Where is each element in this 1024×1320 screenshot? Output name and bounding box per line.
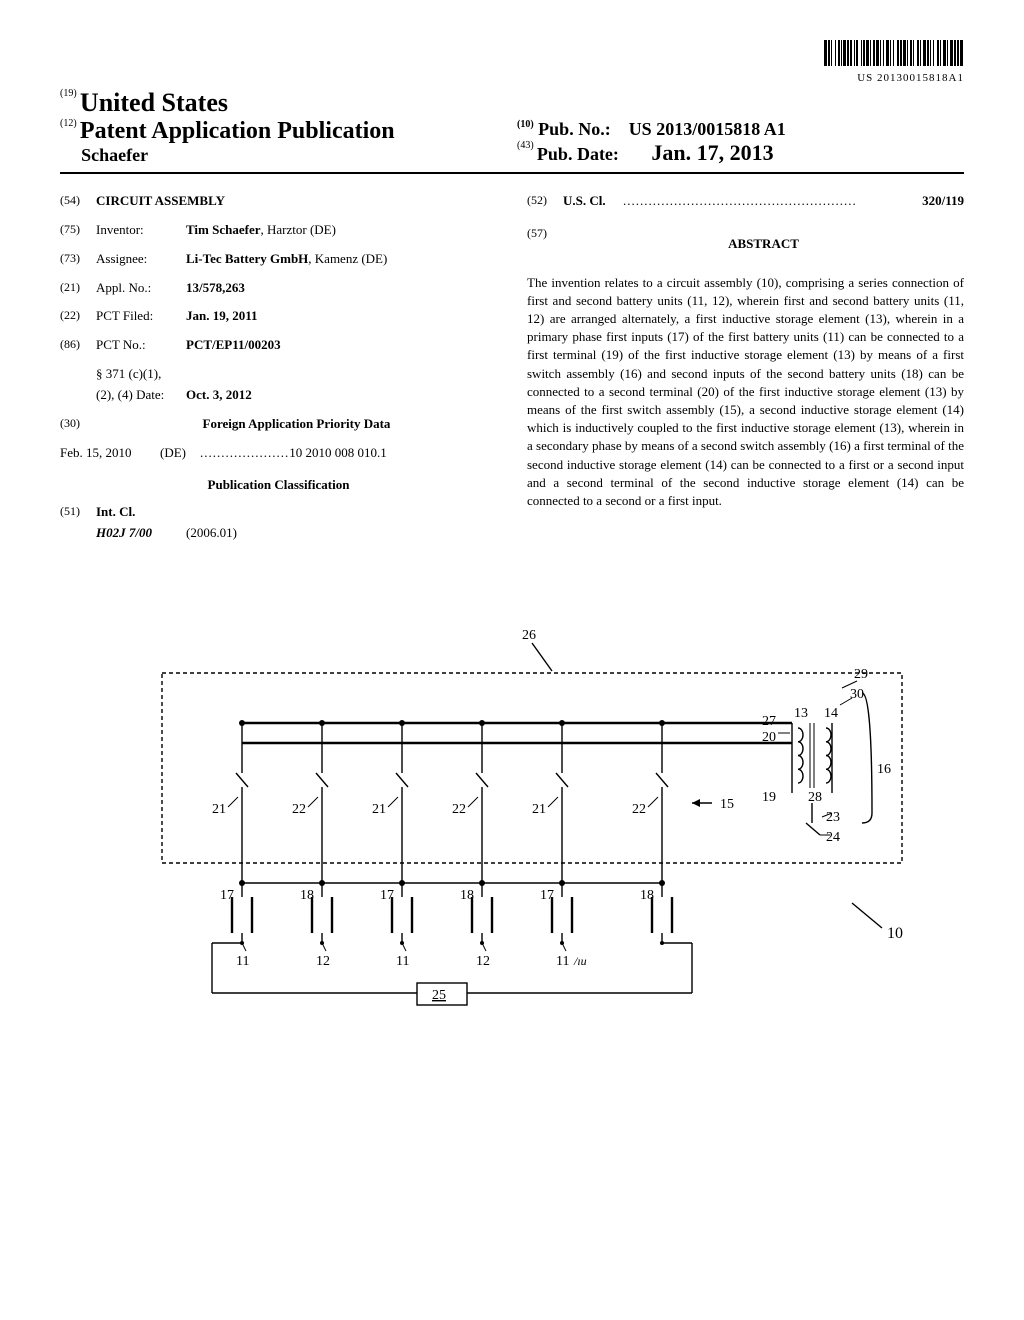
svg-text:22: 22: [292, 802, 306, 817]
uscl-label: U.S. Cl.: [563, 192, 623, 211]
svg-text:26: 26: [522, 628, 536, 643]
barcode: [824, 40, 964, 70]
svg-text:18: 18: [460, 888, 474, 903]
svg-text:17: 17: [540, 888, 554, 903]
svg-text:28: 28: [808, 790, 822, 805]
svg-text:21: 21: [532, 802, 546, 817]
uscl-dots: ........................................…: [623, 192, 922, 211]
applno-label: Appl. No.:: [96, 279, 186, 298]
pctno-num: (86): [60, 336, 96, 355]
svg-text:20: 20: [762, 730, 776, 745]
assignee-num: (73): [60, 250, 96, 269]
svg-text:13: 13: [794, 706, 808, 721]
abstract-heading: ABSTRACT: [563, 235, 964, 254]
pub-no-label: Pub. No.:: [538, 119, 611, 139]
assignee-value-loc: , Kamenz (DE): [308, 251, 387, 266]
svg-text:/ıu: /ıu: [573, 954, 587, 968]
svg-text:23: 23: [826, 810, 840, 825]
assignee-value-name: Li-Tec Battery GmbH: [186, 251, 308, 266]
header-left: (19) United States (12) Patent Applicati…: [60, 88, 507, 166]
uscl-num: (52): [527, 192, 563, 211]
priority-dots: .....................: [200, 444, 289, 463]
svg-text:22: 22: [452, 802, 466, 817]
svg-text:30: 30: [850, 687, 864, 702]
pctfiled-num: (22): [60, 307, 96, 326]
priority-num: (30): [60, 415, 96, 434]
country-prefix: (19): [60, 88, 77, 99]
pub-date: Jan. 17, 2013: [651, 140, 773, 165]
svg-text:17: 17: [220, 888, 234, 903]
pub-type: Patent Application Publication: [80, 118, 395, 144]
pubclass-heading: Publication Classification: [60, 476, 497, 495]
svg-text:11: 11: [396, 954, 409, 969]
svg-text:27: 27: [762, 714, 776, 729]
biblio-columns: (54) CIRCUIT ASSEMBLY (75) Inventor: Tim…: [60, 192, 964, 553]
applno-value: 13/578,263: [186, 279, 497, 298]
circuit-diagram: 26 21 22 21 22 21 22 15 17 11 18 12 17 11 18 12 17 11 18/ı…: [102, 603, 922, 1023]
header-right: (10) Pub. No.: US 2013/0015818 A1 (43) P…: [507, 119, 964, 166]
pub-no: US 2013/0015818 A1: [629, 119, 786, 139]
title-num: (54): [60, 192, 96, 211]
s371-sub: (2), (4) Date:: [96, 386, 186, 405]
svg-text:24: 24: [826, 830, 840, 845]
svg-text:12: 12: [476, 954, 490, 969]
priority-cc: (DE): [160, 444, 200, 463]
left-column: (54) CIRCUIT ASSEMBLY (75) Inventor: Tim…: [60, 192, 497, 553]
right-column: (52) U.S. Cl. ..........................…: [527, 192, 964, 553]
svg-text:17: 17: [380, 888, 394, 903]
header-row: (19) United States (12) Patent Applicati…: [60, 88, 964, 174]
intcl-code: H02J 7/00: [96, 524, 186, 543]
s371-label: § 371 (c)(1),: [96, 365, 161, 384]
svg-text:22: 22: [632, 802, 646, 817]
pub-date-label: Pub. Date:: [537, 144, 619, 164]
inventor-num: (75): [60, 221, 96, 240]
svg-text:16: 16: [877, 762, 891, 777]
intcl-label: Int. Cl.: [96, 503, 135, 522]
pub-no-prefix: (10): [517, 119, 534, 130]
uscl-value: 320/119: [922, 192, 964, 211]
intcl-num: (51): [60, 503, 96, 522]
svg-text:29: 29: [854, 667, 868, 682]
inventor-surname: Schaefer: [81, 145, 148, 165]
barcode-number: US 20130015818A1: [60, 72, 964, 84]
svg-text:11: 11: [236, 954, 249, 969]
svg-text:21: 21: [212, 802, 226, 817]
s371-value: Oct. 3, 2012: [186, 386, 497, 405]
svg-text:15: 15: [720, 797, 734, 812]
svg-text:12: 12: [316, 954, 330, 969]
barcode-area: US 20130015818A1: [60, 40, 964, 84]
priority-heading: Foreign Application Priority Data: [96, 415, 497, 434]
intcl-year: (2006.01): [186, 524, 237, 543]
assignee-label: Assignee:: [96, 250, 186, 269]
pctno-label: PCT No.:: [96, 336, 186, 355]
figure-area: 26 21 22 21 22 21 22 15 17 11 18 12 17 11 18 12 17 11 18/ı…: [60, 603, 964, 1027]
svg-text:11: 11: [556, 954, 569, 969]
pctfiled-value: Jan. 19, 2011: [186, 307, 497, 326]
pub-date-prefix: (43): [517, 140, 534, 151]
abstract-text: The invention relates to a circuit assem…: [527, 274, 964, 510]
svg-text:18: 18: [640, 888, 654, 903]
svg-text:19: 19: [762, 790, 776, 805]
svg-text:25: 25: [432, 988, 446, 1003]
svg-text:18: 18: [300, 888, 314, 903]
abstract-num: (57): [527, 225, 563, 264]
svg-text:10: 10: [887, 925, 903, 942]
svg-text:14: 14: [824, 706, 838, 721]
priority-date: Feb. 15, 2010: [60, 444, 160, 463]
title: CIRCUIT ASSEMBLY: [96, 192, 225, 211]
svg-text:21: 21: [372, 802, 386, 817]
country: United States: [80, 88, 228, 117]
inventor-value-loc: , Harztor (DE): [261, 222, 336, 237]
applno-num: (21): [60, 279, 96, 298]
inventor-label: Inventor:: [96, 221, 186, 240]
pctno-value: PCT/EP11/00203: [186, 336, 497, 355]
inventor-value-name: Tim Schaefer: [186, 222, 261, 237]
pub-type-prefix: (12): [60, 118, 77, 129]
priority-appno: 10 2010 008 010.1: [289, 444, 387, 463]
pctfiled-label: PCT Filed:: [96, 307, 186, 326]
